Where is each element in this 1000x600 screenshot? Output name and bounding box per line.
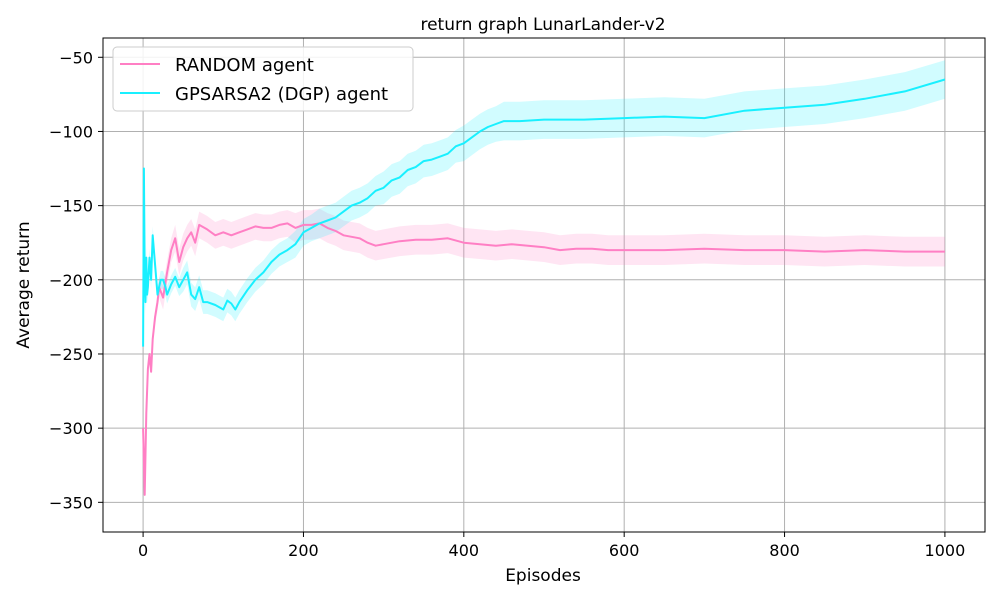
y-axis-ticks: −350 −300 −250 −200 −150 −100 −50 bbox=[49, 48, 103, 512]
y-axis-title: Average return bbox=[14, 221, 34, 348]
x-tick-label: 0 bbox=[138, 541, 148, 560]
legend-box bbox=[112, 46, 414, 112]
band-gpsarsa2 bbox=[143, 60, 945, 347]
y-tick-label: −200 bbox=[49, 271, 93, 290]
confidence-bands bbox=[143, 60, 945, 495]
legend-label-random: RANDOM agent bbox=[175, 55, 314, 76]
y-tick-label: −250 bbox=[49, 345, 93, 364]
series-lines bbox=[142, 78, 946, 496]
x-tick-label: 800 bbox=[769, 541, 800, 560]
plot-frame bbox=[102, 37, 986, 533]
y-tick-label: −150 bbox=[49, 197, 93, 216]
x-axis-title: Episodes bbox=[505, 566, 581, 586]
line-random bbox=[142, 222, 945, 496]
x-tick-label: 200 bbox=[288, 541, 319, 560]
legend: RANDOM agent GPSARSA2 (DGP) agent bbox=[112, 46, 414, 112]
x-tick-label: 600 bbox=[609, 541, 640, 560]
y-tick-label: −50 bbox=[59, 48, 93, 67]
legend-label-gpsarsa2: GPSARSA2 (DGP) agent bbox=[175, 84, 388, 105]
band-random bbox=[143, 208, 945, 495]
y-tick-label: −100 bbox=[49, 122, 93, 141]
x-axis-ticks: 0 200 400 600 800 1000 bbox=[138, 532, 965, 560]
x-tick-label: 400 bbox=[449, 541, 480, 560]
grid-lines bbox=[103, 38, 985, 532]
y-tick-label: −300 bbox=[49, 419, 93, 438]
x-tick-label: 1000 bbox=[925, 541, 966, 560]
chart-title: return graph LunarLander-v2 bbox=[420, 15, 665, 35]
y-tick-label: −350 bbox=[49, 493, 93, 512]
line-gpsarsa2 bbox=[142, 78, 946, 347]
